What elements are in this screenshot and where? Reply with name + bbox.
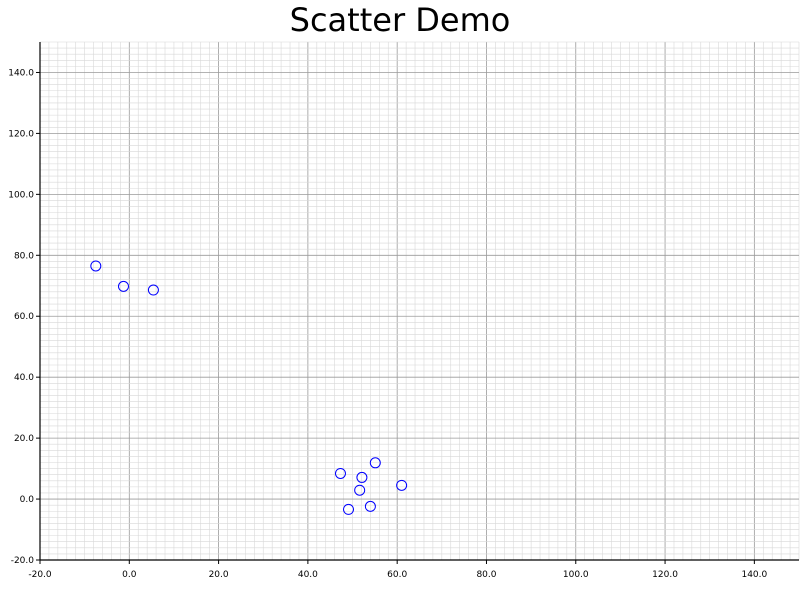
x-tick-label: 100.0 [563, 570, 589, 580]
grid [39, 41, 800, 561]
scatter-point [364, 500, 376, 512]
x-tick-label: 20.0 [209, 570, 229, 580]
scatter-point [396, 479, 408, 491]
axes [39, 42, 799, 561]
y-tick-label: 100.0 [8, 190, 34, 200]
x-tick-label: -20.0 [28, 570, 52, 580]
x-tick-label: 40.0 [298, 570, 318, 580]
scatter-point [147, 284, 159, 296]
scatter-point [334, 467, 346, 479]
y-tick-label: 40.0 [14, 373, 34, 383]
x-tick-label: 0.0 [122, 570, 137, 580]
y-tick-label: 60.0 [14, 312, 34, 322]
y-tick-label: 140.0 [8, 68, 34, 78]
x-tick-label: 120.0 [652, 570, 678, 580]
x-tick-label: 140.0 [741, 570, 767, 580]
scatter-point [343, 503, 355, 515]
scatter-point [117, 280, 129, 292]
x-tick-label: 60.0 [387, 570, 407, 580]
scatter-point [90, 260, 102, 272]
chart-title: Scatter Demo [290, 1, 511, 39]
y-tick-label: 120.0 [8, 129, 34, 139]
scatter-point [356, 471, 368, 483]
y-tick-label: -20.0 [11, 556, 35, 566]
y-tick-label: 20.0 [14, 434, 34, 444]
scatter-points [90, 260, 408, 515]
x-axis-ticks: -20.0 0.0 20.0 40.0 60.0 80.0 100.0 120.0 140.0 [28, 560, 768, 580]
scatter-point [354, 484, 366, 496]
y-tick-label: 0.0 [20, 495, 35, 505]
scatter-point [369, 457, 381, 469]
y-tick-label: 80.0 [14, 251, 34, 261]
x-tick-label: 80.0 [476, 570, 496, 580]
y-axis-ticks: -20.0 0.0 20.0 40.0 60.0 80.0 100.0 120.0 140.0 [8, 68, 40, 566]
